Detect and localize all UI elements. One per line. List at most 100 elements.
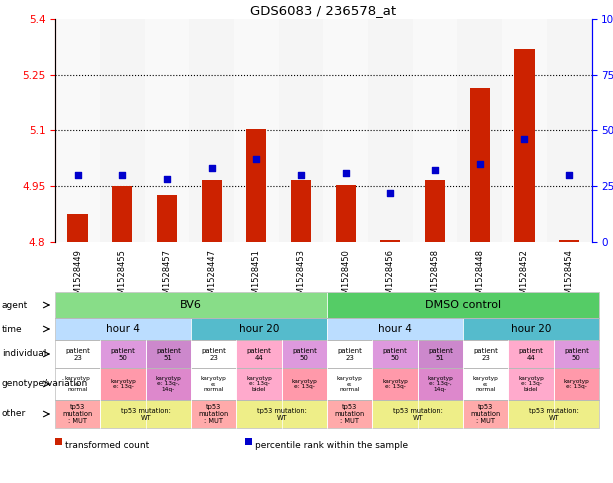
Text: tp53
mutation
: MUT: tp53 mutation : MUT [63,404,93,424]
Text: patient
44: patient 44 [246,347,272,360]
Bar [146,340,191,368]
Bar [291,181,311,242]
Text: tp53
mutation
: MUT: tp53 mutation : MUT [471,404,501,424]
Text: patient
50: patient 50 [383,347,408,360]
Bar [281,368,327,400]
Bar [55,19,100,242]
Text: karyotyp
e: 13q-,
14q-: karyotyp e: 13q-, 14q- [156,376,181,392]
Bar [554,368,599,400]
Bar [112,186,132,242]
Bar [55,318,191,340]
Bar [324,19,368,242]
Bar [336,185,356,242]
Text: other: other [2,410,26,418]
Bar [514,49,535,242]
Bar [463,340,508,368]
Text: genotype/variation: genotype/variation [2,380,88,388]
Text: patient
23: patient 23 [473,347,498,360]
Text: karyotyp
e:
normal: karyotyp e: normal [65,376,91,392]
Point [117,171,127,179]
Bar [237,340,281,368]
Bar [281,340,327,368]
Text: DMSO control: DMSO control [425,300,501,310]
Text: patient
50: patient 50 [564,347,588,360]
Bar [554,340,599,368]
Bar [191,340,237,368]
Bar [547,19,592,242]
Bar [55,400,599,428]
Text: patient
51: patient 51 [156,347,181,360]
Bar [245,438,252,445]
Bar [246,128,267,242]
Bar [372,340,417,368]
Text: tp53 mutation:
WT: tp53 mutation: WT [529,408,579,421]
Bar [191,368,237,400]
Bar [457,19,502,242]
Text: hour 20: hour 20 [239,324,279,334]
Text: patient
23: patient 23 [337,347,362,360]
Text: karyotyp
e:
normal: karyotyp e: normal [473,376,498,392]
Text: individual: individual [2,350,47,358]
Text: hour 4: hour 4 [106,324,140,334]
Bar [508,368,554,400]
Bar [55,340,101,368]
Bar [157,195,177,242]
Text: percentile rank within the sample: percentile rank within the sample [255,441,408,451]
Bar [202,181,222,242]
Bar [463,318,599,340]
Bar [368,19,413,242]
Bar [55,340,599,368]
Text: karyotyp
e:
normal: karyotyp e: normal [200,376,227,392]
Bar [559,240,579,242]
Text: karyotyp
e: 13q-: karyotyp e: 13q- [110,379,136,389]
Point [475,160,485,168]
Bar [55,438,62,445]
Bar [327,292,599,318]
Text: patient
50: patient 50 [110,347,135,360]
Bar [101,340,146,368]
Bar [234,19,279,242]
Text: hour 20: hour 20 [511,324,551,334]
Text: patient
23: patient 23 [201,347,226,360]
Bar [67,213,88,242]
Bar [372,400,463,428]
Text: karyotyp
e: 13q-: karyotyp e: 13q- [563,379,589,389]
Text: tp53 mutation:
WT: tp53 mutation: WT [121,408,170,421]
Bar [55,318,599,340]
Bar [417,340,463,368]
Bar [101,400,191,428]
Bar [380,240,400,242]
Text: karyotyp
e: 13q-: karyotyp e: 13q- [291,379,318,389]
Point [430,167,440,174]
Bar [372,368,417,400]
Text: karyotyp
e:
normal: karyotyp e: normal [337,376,363,392]
Bar [327,368,372,400]
Bar [508,340,554,368]
Bar [55,368,101,400]
Bar [470,88,490,242]
Bar [413,19,457,242]
Point [162,175,172,183]
Bar [189,19,234,242]
Text: BV6: BV6 [180,300,202,310]
Bar [425,181,445,242]
Bar [327,340,372,368]
Text: patient
51: patient 51 [428,347,453,360]
Text: tp53 mutation:
WT: tp53 mutation: WT [393,408,443,421]
Text: agent: agent [2,300,28,310]
Text: hour 4: hour 4 [378,324,412,334]
Bar [508,400,599,428]
Bar [191,400,237,428]
Bar [417,368,463,400]
Text: karyotyp
e: 13q-,
14q-: karyotyp e: 13q-, 14q- [427,376,453,392]
Bar [327,400,372,428]
Point [341,169,351,176]
Bar [463,400,508,428]
Bar [55,292,327,318]
Text: time: time [2,325,23,333]
Bar [55,368,599,400]
Point [251,156,261,163]
Text: tp53 mutation:
WT: tp53 mutation: WT [257,408,306,421]
Point [520,135,530,143]
Text: tp53
mutation
: MUT: tp53 mutation : MUT [335,404,365,424]
